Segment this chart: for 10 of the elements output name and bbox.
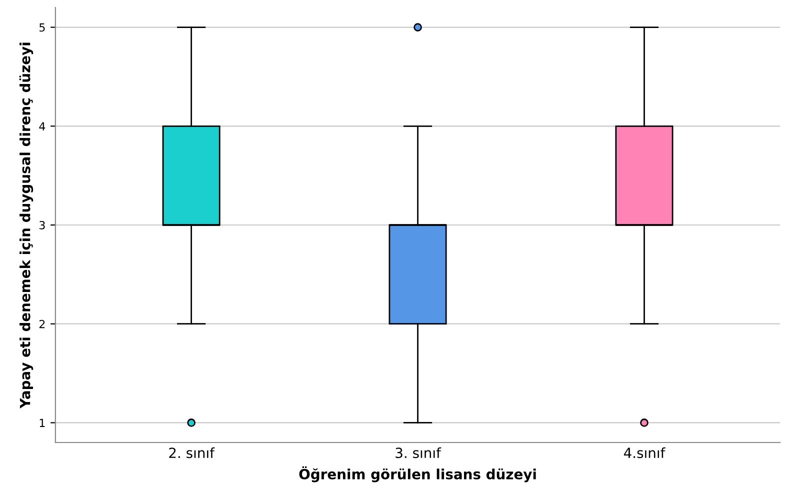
y-tick-label: 1 xyxy=(40,418,45,427)
y-tick-label: 4 xyxy=(39,122,46,130)
x-axis-title: Öğrenim görülen lisans düzeyi xyxy=(299,466,536,482)
y-axis-title: Yapay eti denemek için duygusal direnç düzeyi xyxy=(19,42,34,408)
x-tick-label: 2. sınıf xyxy=(169,447,215,458)
y-tick-label: 2 xyxy=(39,320,45,328)
y-tick-label: 5 xyxy=(40,23,45,32)
x-tick-label: 3. sınıf xyxy=(396,447,442,458)
x-tick-label: 4.sınıf xyxy=(624,447,666,458)
y-tick-label: 3 xyxy=(39,220,45,230)
